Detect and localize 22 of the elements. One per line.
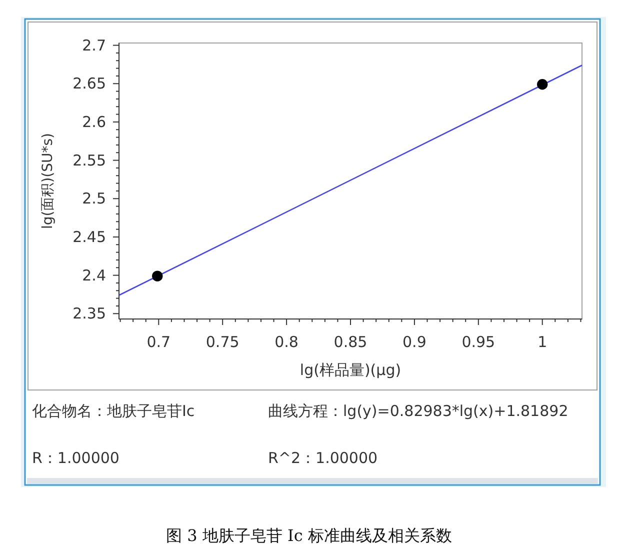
y-tick-label: 2.65 [72,74,106,93]
text: 曲线方程：lg(y)=0.82983*lg(x)+1.81892 [268,402,568,420]
y-tick-label: 2.35 [72,304,106,323]
text: R^2：1.00000 [268,449,378,467]
y-tick-label: 2.6 [82,112,106,131]
text: 图 3 地肤子皂苷 Ic 标准曲线及相关系数 [166,526,452,545]
x-tick-label: 1 [538,333,548,351]
x-tick-label: 0.9 [402,333,426,351]
text: 化合物名：地肤子皂苷Ic [32,402,195,420]
y-tick-label: 2.55 [72,151,106,170]
y-tick-label: 2.45 [72,228,106,246]
x-tick-label: 0.75 [206,333,240,351]
text: R：1.00000 [32,449,120,467]
y-tick-label: 2.5 [82,190,106,208]
x-tick-label: 0.85 [334,333,368,351]
y-tick-label: 2.7 [82,36,106,54]
x-tick-label: 0.8 [274,333,298,351]
y-tick-label: 2.4 [82,266,106,284]
y-axis-title: lg(面积)(SU*s) [40,132,56,230]
x-axis-title: lg(样品量)(μg) [300,361,402,379]
x-tick-label: 0.7 [146,333,171,351]
x-tick-label: 0.95 [462,333,496,351]
